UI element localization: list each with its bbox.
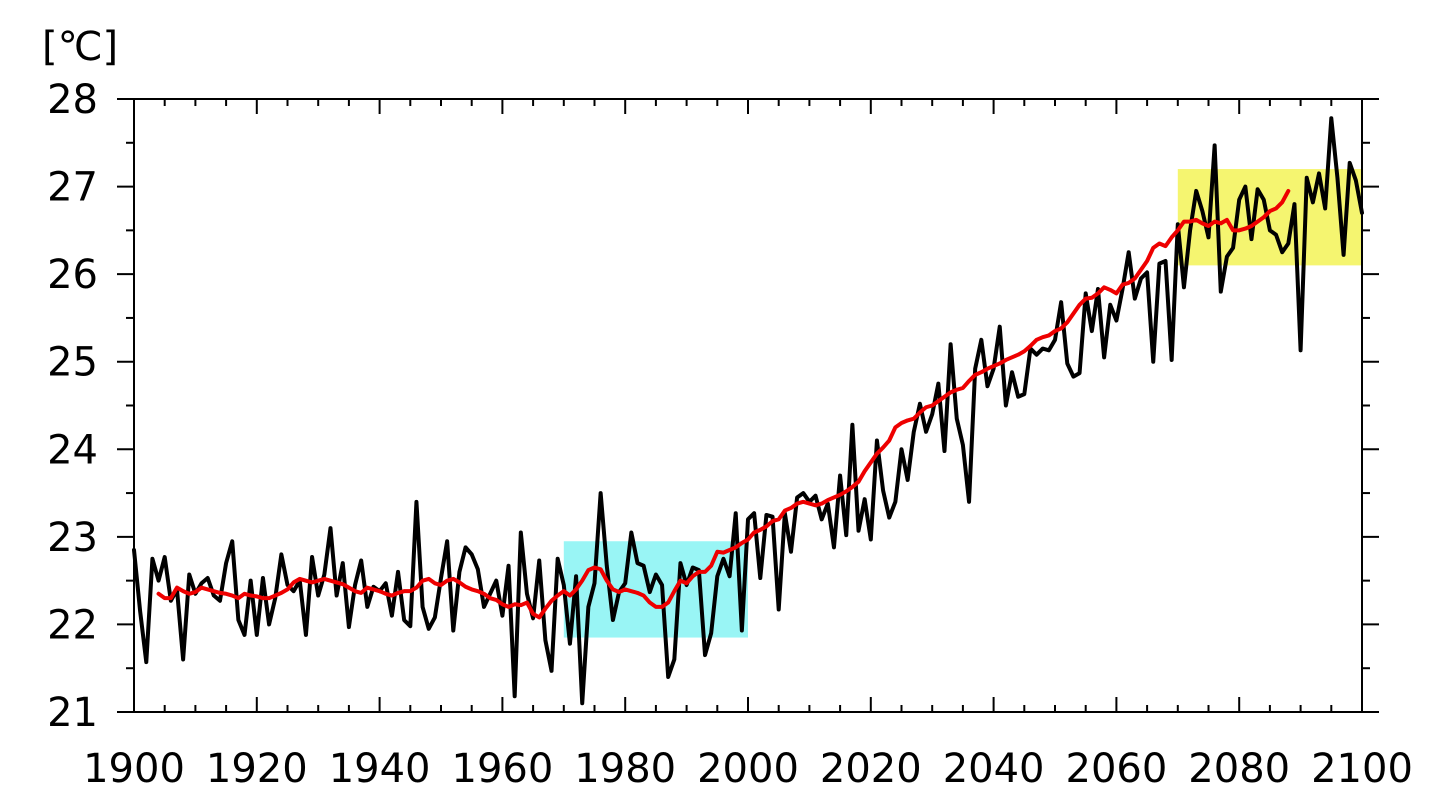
x-tick-label: 2000 [697,746,799,792]
x-tick-label: 1920 [206,746,308,792]
y-axis-unit-label: [℃] [42,24,118,70]
y-tick-label: 23 [47,515,98,561]
x-tick-label: 2080 [1188,746,1290,792]
x-tick-label: 1980 [574,746,676,792]
y-tick-label: 25 [47,340,98,386]
series-lines [132,116,1364,706]
x-tick-label: 2100 [1311,746,1413,792]
y-tick-label: 26 [47,252,98,298]
y-tick-label: 28 [47,77,98,123]
x-tick-label: 1900 [83,746,185,792]
x-tick-label: 2040 [943,746,1045,792]
y-tick-label: 22 [47,602,98,648]
tick-labels: 1900 1920 1940 1960 1980 2000 2020 2040 2060 2080… [47,77,1413,792]
x-tick-label: 2060 [1066,746,1168,792]
y-tick-label: 27 [47,165,98,211]
axes [117,98,1379,713]
x-tick-label: 1940 [329,746,431,792]
series-line-1 [156,188,1291,620]
y-tick-label: 21 [47,690,98,736]
y-tick-label: 24 [47,427,98,473]
x-tick-label: 1960 [452,746,554,792]
x-tick-label: 2020 [820,746,922,792]
